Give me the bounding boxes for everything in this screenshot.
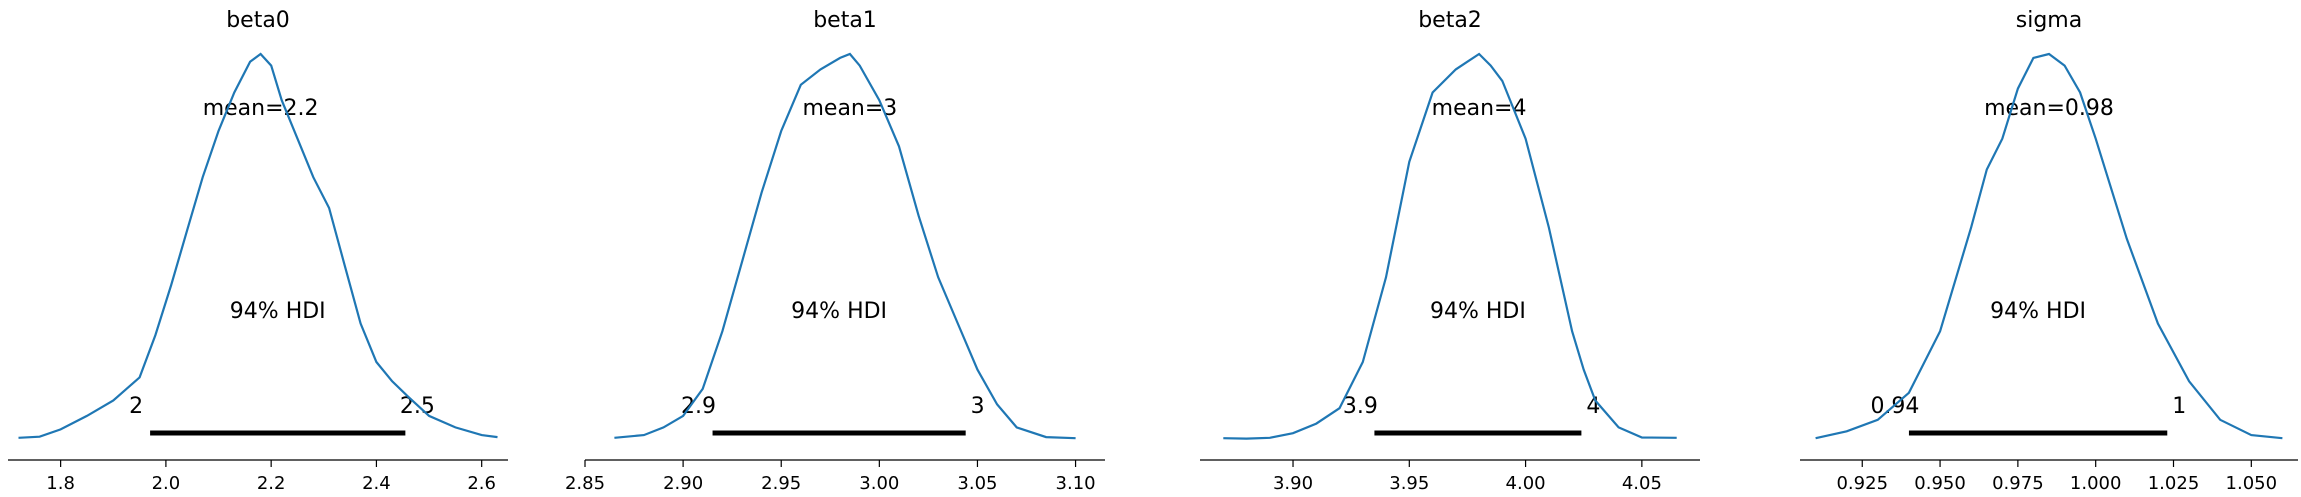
hdi-high-label-beta2: 4 xyxy=(1586,394,1600,419)
hdi-low-label-sigma: 0.94 xyxy=(1870,394,1919,419)
panel-beta1: beta1 mean=3 94% HDI 2.9 3 2.85 2.90 2.95 3… xyxy=(565,8,1105,494)
x-tick-label: 3.95 xyxy=(1389,473,1429,494)
x-tick-label: 3.10 xyxy=(1056,473,1096,494)
hdi-label-sigma: 94% HDI xyxy=(1990,299,2086,324)
x-tick-label: 1.8 xyxy=(46,473,75,494)
x-tick-label: 0.975 xyxy=(1992,473,2044,494)
hdi-high-label-sigma: 1 xyxy=(2172,394,2186,419)
panel-beta0: beta0 mean=2.2 94% HDI 2 2.5 1.8 2.0 2.2 2.… xyxy=(8,8,508,494)
x-tick-label: 1.000 xyxy=(2070,473,2122,494)
panel-title-beta0: beta0 xyxy=(226,8,290,33)
hdi-low-label-beta0: 2 xyxy=(129,394,143,419)
x-tick-label: 0.950 xyxy=(1914,473,1966,494)
hdi-label-beta1: 94% HDI xyxy=(791,299,887,324)
panel-title-beta2: beta2 xyxy=(1418,8,1482,33)
x-tick-label: 2.2 xyxy=(257,473,286,494)
density-curve xyxy=(614,52,1076,440)
panel-title-beta1: beta1 xyxy=(813,8,877,33)
panel-sigma: sigma mean=0.98 94% HDI 0.94 1 0.925 0.95… xyxy=(1800,8,2298,494)
mean-label-beta1: mean=3 xyxy=(802,96,897,121)
density-curve xyxy=(1223,52,1677,440)
x-tick-label: 3.05 xyxy=(957,473,997,494)
density-curve xyxy=(18,52,498,439)
x-tick-label: 1.050 xyxy=(2226,473,2278,494)
x-tick-label: 1.025 xyxy=(2148,473,2200,494)
x-tick-label: 0.925 xyxy=(1836,473,1888,494)
x-tick-label: 2.0 xyxy=(152,473,181,494)
x-tick-label: 2.4 xyxy=(362,473,391,494)
mean-label-beta0: mean=2.2 xyxy=(203,96,319,121)
x-tick-label: 3.90 xyxy=(1273,473,1313,494)
x-tick-label: 4.05 xyxy=(1622,473,1662,494)
x-tick-label: 2.6 xyxy=(467,473,496,494)
hdi-high-label-beta1: 3 xyxy=(971,394,985,419)
x-tick-label: 2.95 xyxy=(761,473,801,494)
mean-label-sigma: mean=0.98 xyxy=(1984,96,2114,121)
x-tick-label: 2.90 xyxy=(663,473,703,494)
hdi-label-beta2: 94% HDI xyxy=(1430,299,1526,324)
x-tick-label: 2.85 xyxy=(565,473,605,494)
density-curve xyxy=(1815,52,2283,440)
hdi-low-label-beta2: 3.9 xyxy=(1343,394,1378,419)
x-tick-label: 3.00 xyxy=(859,473,899,494)
hdi-label-beta0: 94% HDI xyxy=(230,299,326,324)
panel-title-sigma: sigma xyxy=(2016,8,2082,33)
panel-beta2: beta2 mean=4 94% HDI 3.9 4 3.90 3.95 4.00 4… xyxy=(1200,8,1700,494)
x-tick-label: 4.00 xyxy=(1506,473,1546,494)
hdi-low-label-beta1: 2.9 xyxy=(681,394,716,419)
